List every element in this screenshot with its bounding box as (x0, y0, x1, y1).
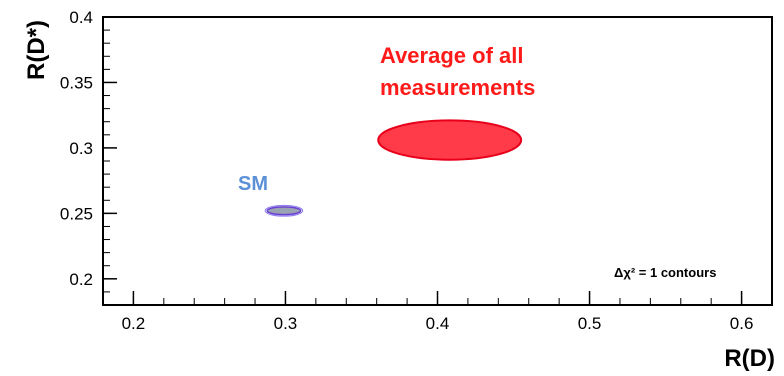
marks (264, 119, 523, 217)
x-tick-label: 0.3 (274, 314, 298, 333)
x-tick-label: 0.2 (122, 314, 146, 333)
y-tick-label: 0.35 (60, 73, 93, 92)
average-contour-ellipse (377, 119, 523, 161)
y-ticks: 0.2 0.25 0.3 0.35 0.4 (60, 8, 117, 306)
average-annotation-line2: measurements (380, 75, 535, 100)
sm-contour-ellipse (266, 206, 302, 216)
average-annotation-line1: Average of all (380, 43, 523, 68)
y-tick-label: 0.2 (69, 270, 93, 289)
x-tick-label: 0.5 (578, 314, 602, 333)
x-tick-label: 0.6 (730, 314, 754, 333)
y-tick-label: 0.4 (69, 8, 93, 27)
x-tick-label: 0.4 (426, 314, 450, 333)
x-axis-title: R(D) (724, 345, 775, 371)
sm-annotation: SM (238, 173, 268, 195)
sm-contour-outer-ring (264, 204, 304, 217)
y-tick-label: 0.25 (60, 204, 93, 223)
y-tick-label: 0.3 (69, 139, 93, 158)
x-ticks: 0.2 0.3 0.4 0.5 0.6 (122, 291, 754, 333)
contours-annotation: Δχ² = 1 contours (614, 265, 716, 280)
y-axis-title: R(D*) (23, 20, 50, 80)
